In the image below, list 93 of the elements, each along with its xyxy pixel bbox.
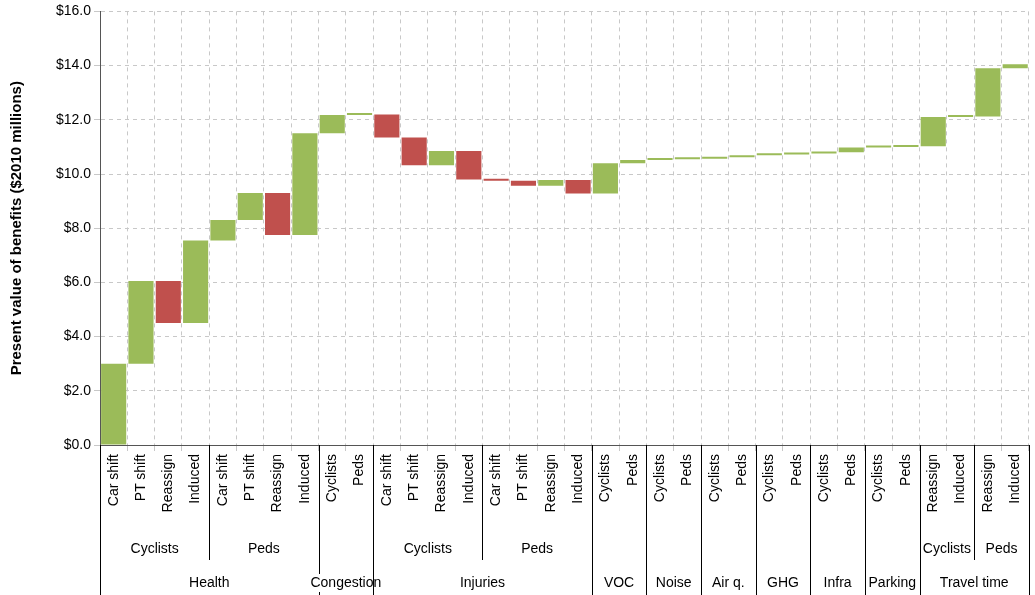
bar <box>483 178 509 181</box>
x-tick-label: Reassign <box>268 454 285 513</box>
x-tick-label: Reassign <box>541 454 558 513</box>
x-tick-label: Induced <box>186 454 203 504</box>
text: Peds <box>985 539 1018 556</box>
x-tick-label: Cyclists <box>323 454 340 503</box>
bar <box>319 114 345 134</box>
text: Cyclists <box>922 539 972 556</box>
y-tick-label: $8.0 <box>63 219 92 236</box>
bar <box>401 137 427 166</box>
bar <box>292 133 318 235</box>
x-tick-label: Induced <box>568 454 585 504</box>
x-tick-label: Peds <box>350 454 367 486</box>
x-tick-label: Cyclists <box>596 454 613 503</box>
x-tick-label: Reassign <box>978 454 995 513</box>
bar <box>155 281 181 324</box>
bar <box>210 220 236 241</box>
bar <box>183 240 209 324</box>
y-tick-label: $14.0 <box>55 56 92 73</box>
x-tick-label: PT shift <box>131 453 148 502</box>
bar <box>975 68 1001 117</box>
text: Injuries <box>459 573 506 590</box>
bar <box>265 192 291 235</box>
bar <box>838 147 864 153</box>
x-tick-label: Car shift <box>486 453 503 507</box>
bar <box>1002 64 1028 69</box>
bar <box>101 363 127 445</box>
y-tick-label: $6.0 <box>63 273 92 290</box>
bar <box>374 114 400 138</box>
bar <box>729 155 755 158</box>
x-tick-label: Car shift <box>213 453 230 507</box>
text: Infra <box>823 573 852 590</box>
y-tick-label: $10.0 <box>55 164 92 181</box>
text: GHG <box>767 573 799 590</box>
bar <box>811 151 837 154</box>
x-tick-label: Car shift <box>377 453 394 507</box>
x-tick-label: Peds <box>896 454 913 486</box>
x-tick-label: Cyclists <box>814 454 831 503</box>
x-tick-label: Reassign <box>432 454 449 513</box>
bar <box>565 179 591 194</box>
text: VOC <box>603 573 635 590</box>
bar <box>784 152 810 155</box>
x-tick-label: Reassign <box>924 454 941 513</box>
y-tick-label: $16.0 <box>55 2 92 19</box>
bar <box>510 180 537 186</box>
x-tick-label: Cyclists <box>869 454 886 503</box>
y-tick-label: $4.0 <box>63 327 92 344</box>
x-tick-label: Peds <box>787 454 804 486</box>
bar <box>866 145 892 148</box>
text: Parking <box>868 573 916 590</box>
x-tick-label: Reassign <box>159 454 176 513</box>
x-tick-label: Induced <box>951 454 968 504</box>
bar <box>237 192 263 221</box>
bar <box>538 179 564 186</box>
y-tick-label: $2.0 <box>63 381 92 398</box>
x-tick-label: PT shift <box>514 453 531 502</box>
text: Noise <box>655 573 692 590</box>
text: Cyclists <box>130 539 179 556</box>
text: Peds <box>521 539 554 556</box>
text: Health <box>189 573 230 590</box>
x-tick-label: Induced <box>1006 454 1023 504</box>
bar <box>128 281 154 364</box>
bar <box>893 144 919 147</box>
x-tick-label: Induced <box>459 454 476 504</box>
text: Cyclists <box>403 539 452 556</box>
y-tick-label: $0.0 <box>63 435 92 452</box>
y-tick-label: $12.0 <box>55 110 92 127</box>
x-tick-label: Peds <box>732 454 749 486</box>
bar <box>620 159 646 164</box>
x-tick-label: Induced <box>295 454 312 504</box>
bar <box>947 115 974 118</box>
bar <box>346 112 373 115</box>
y-axis-title: Present value of benefits ($2010 millions) <box>7 81 25 376</box>
x-tick-label: Peds <box>678 454 695 486</box>
x-tick-label: Car shift <box>104 453 121 507</box>
bar <box>456 150 482 180</box>
text: Travel time <box>939 573 1009 590</box>
x-tick-label: Cyclists <box>760 454 777 503</box>
bar <box>647 157 673 160</box>
bar <box>756 153 782 156</box>
x-tick-label: Cyclists <box>650 454 667 503</box>
x-tick-label: Peds <box>842 454 859 486</box>
text: Air q. <box>712 573 745 590</box>
bar <box>920 117 946 147</box>
x-tick-label: PT shift <box>405 453 422 502</box>
x-tick-label: Peds <box>623 454 640 486</box>
bar <box>592 163 618 194</box>
bar <box>674 157 700 160</box>
x-tick-label: PT shift <box>241 453 258 502</box>
bar <box>702 156 728 159</box>
bar <box>428 150 455 166</box>
text: Peds <box>247 539 280 556</box>
x-tick-label: Cyclists <box>705 454 722 503</box>
